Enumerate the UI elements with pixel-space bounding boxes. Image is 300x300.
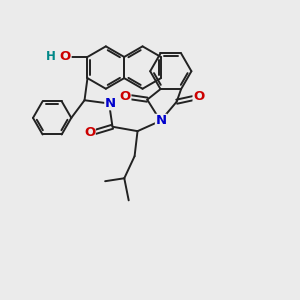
Text: O: O	[60, 50, 71, 64]
Text: H: H	[46, 50, 56, 63]
Text: O: O	[84, 126, 95, 139]
Text: N: N	[105, 97, 116, 110]
Text: O: O	[193, 91, 204, 103]
Text: H: H	[119, 89, 129, 102]
Text: N: N	[155, 114, 167, 127]
Text: O: O	[119, 90, 131, 103]
